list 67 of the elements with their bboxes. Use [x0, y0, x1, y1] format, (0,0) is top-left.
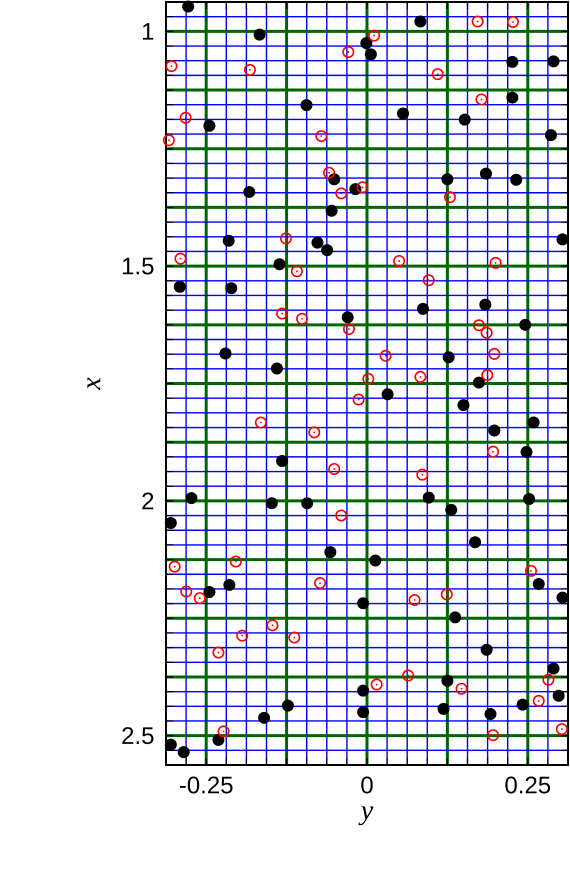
point [525, 564, 538, 577]
point [180, 586, 192, 598]
x-tick-label: -0.25 [180, 776, 233, 794]
point [488, 348, 500, 360]
point [356, 181, 368, 194]
point [368, 30, 380, 42]
point [532, 694, 545, 707]
point [314, 577, 326, 590]
y-tick-label: 1 [142, 23, 154, 40]
point [402, 670, 414, 682]
y-tick-label: 1.5 [122, 258, 154, 274]
point [296, 312, 308, 325]
point [362, 372, 374, 385]
x-axis-title: y [358, 806, 374, 826]
point [328, 462, 340, 475]
point [487, 446, 500, 458]
point [335, 509, 348, 522]
point [456, 682, 468, 695]
point [440, 588, 453, 600]
point [487, 729, 500, 742]
point [342, 323, 355, 336]
point [380, 350, 392, 362]
point [276, 308, 288, 320]
point [432, 68, 444, 80]
point [244, 64, 256, 76]
point [416, 468, 428, 481]
point [288, 632, 300, 644]
point [480, 326, 493, 339]
x-tick-label: 0.25 [505, 776, 550, 794]
point [290, 265, 303, 278]
point [323, 166, 336, 179]
point [165, 60, 178, 72]
point [507, 16, 519, 28]
y-tick-label: 2.5 [122, 727, 154, 744]
point [414, 370, 426, 383]
point [556, 723, 568, 736]
point [342, 46, 354, 58]
point [335, 187, 348, 200]
point [481, 369, 494, 382]
y-axis-title: x [87, 378, 100, 390]
point [472, 16, 484, 28]
point [542, 674, 554, 686]
point [280, 232, 292, 244]
point [475, 93, 488, 106]
point [168, 560, 181, 573]
point [218, 725, 230, 738]
point [162, 134, 175, 146]
point [408, 594, 421, 606]
point [194, 592, 206, 604]
point [315, 130, 328, 142]
point [352, 393, 365, 406]
point [444, 191, 456, 204]
point [254, 416, 267, 428]
point [236, 630, 248, 642]
point [180, 112, 192, 124]
x-tick-label: 0 [361, 776, 373, 794]
point [230, 555, 242, 568]
point [490, 256, 502, 269]
point [472, 319, 485, 332]
y-tick-label: 2 [142, 492, 154, 510]
point [266, 619, 278, 632]
point [370, 678, 383, 690]
point [212, 646, 224, 659]
point [174, 252, 186, 265]
point [422, 274, 435, 286]
point [308, 426, 320, 438]
point [393, 254, 406, 267]
